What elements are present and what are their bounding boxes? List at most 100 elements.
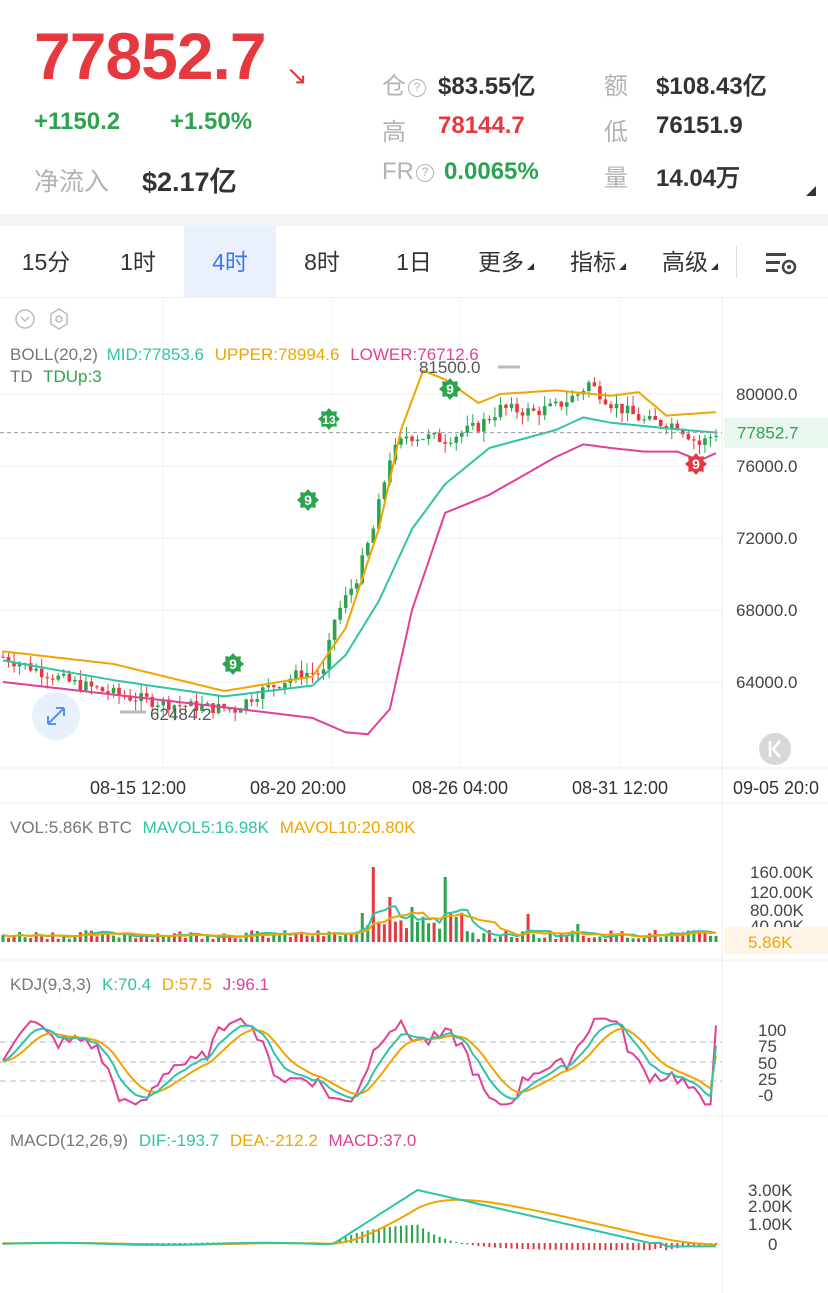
- volume-bar: [449, 912, 453, 942]
- macd-histogram-bar: [554, 1243, 557, 1250]
- candle-body: [432, 432, 436, 435]
- tab-1h[interactable]: 1时: [120, 249, 156, 275]
- help-icon[interactable]: ?: [408, 79, 426, 97]
- volume-bar: [355, 931, 359, 942]
- volume-bar: [465, 931, 469, 942]
- tab-advanced[interactable]: 高级: [644, 226, 736, 298]
- candle-body: [553, 401, 558, 404]
- price-change: +1150.2: [34, 108, 121, 135]
- candle-body: [620, 403, 624, 414]
- macd-histogram-bar: [521, 1243, 524, 1249]
- collapse-icon[interactable]: [15, 309, 35, 329]
- candle-body: [609, 404, 613, 409]
- candle-body: [1, 656, 5, 658]
- volume-bar: [123, 933, 127, 942]
- macd-histogram-bar: [200, 1242, 203, 1244]
- candle-body: [161, 699, 166, 706]
- macd-legend: MACD(12,26,9) DIF:-193.7 DEA:-212.2 MACD…: [10, 1131, 416, 1150]
- macd-histogram-bar: [692, 1243, 695, 1247]
- td-legend: TD TDUp:3: [10, 367, 102, 386]
- caret-icon: [619, 263, 626, 270]
- tab-4h[interactable]: 4时: [184, 226, 276, 298]
- funding-rate-label[interactable]: FR?: [382, 158, 434, 186]
- tab-more[interactable]: 更多: [460, 226, 552, 298]
- candle-body: [50, 678, 55, 680]
- high-marker-label: 81500.0: [419, 358, 480, 377]
- volume-bar: [106, 931, 110, 942]
- candle-body: [194, 701, 199, 711]
- candle-body: [377, 499, 381, 529]
- candle-body: [249, 699, 254, 702]
- zoom-button[interactable]: [32, 692, 80, 740]
- macd-histogram-bar: [449, 1240, 452, 1243]
- macd-histogram-bar: [482, 1243, 485, 1247]
- candle-body: [515, 403, 519, 413]
- tab-1d[interactable]: 1日: [396, 249, 432, 275]
- help-icon[interactable]: ?: [416, 164, 434, 182]
- chart-tool-icons[interactable]: [15, 308, 68, 330]
- candle-body: [95, 686, 99, 688]
- volume-bar: [29, 938, 33, 942]
- settings-hex-icon[interactable]: [50, 308, 68, 330]
- scroll-to-latest-button[interactable]: [759, 733, 791, 765]
- macd-histogram-bar: [604, 1243, 607, 1251]
- volume-bar: [642, 937, 646, 942]
- kdj-tick-label: 75: [758, 1037, 777, 1056]
- candle-body: [354, 583, 359, 589]
- macd-tick-label: 2.00K: [748, 1197, 793, 1216]
- tab-indicators[interactable]: 指标: [552, 226, 644, 298]
- candle-body: [244, 699, 248, 710]
- volume-bar: [167, 936, 171, 942]
- candle-body: [625, 405, 630, 414]
- candle-body: [100, 687, 105, 692]
- volume-bar: [493, 938, 497, 942]
- candle-body: [327, 639, 331, 670]
- macd-histogram-bar: [184, 1243, 187, 1244]
- td-marker-badge: [685, 453, 707, 475]
- candle-body: [459, 432, 464, 437]
- tab-8h[interactable]: 8时: [304, 249, 340, 275]
- td-marker-label: 9: [229, 656, 237, 672]
- volume-bar: [498, 936, 502, 942]
- chart-settings-icon[interactable]: [764, 250, 798, 276]
- volume-bar: [410, 907, 414, 942]
- vol-last-tag-text: 5.86K: [748, 933, 793, 952]
- macd-histogram-bar: [504, 1243, 507, 1249]
- volume-bar: [620, 931, 624, 942]
- volume-bar: [454, 917, 458, 942]
- tab-15m[interactable]: 15分: [21, 249, 71, 275]
- volume-bar: [255, 931, 259, 942]
- macd-histogram-bar: [621, 1243, 624, 1251]
- td-marker-badge: [439, 378, 461, 400]
- macd-histogram-bar: [460, 1243, 463, 1244]
- candle-body: [675, 423, 680, 430]
- net-inflow-label: 净流入: [34, 168, 110, 196]
- boll-mid-line: [2, 416, 717, 698]
- volume-bar: [377, 921, 381, 942]
- candle-body: [603, 399, 608, 405]
- candle-body: [504, 404, 508, 408]
- volume-bar: [73, 935, 77, 942]
- macd-histogram-bar: [405, 1225, 408, 1243]
- volume-bar: [559, 933, 563, 942]
- volume-bar: [239, 938, 243, 942]
- volume-bar: [432, 922, 436, 942]
- volume-bar: [272, 934, 276, 942]
- macd-histogram-bar: [532, 1243, 535, 1250]
- macd-histogram-bar: [560, 1243, 563, 1250]
- candle-body: [686, 434, 691, 440]
- candle-body: [714, 435, 718, 438]
- expand-icon[interactable]: [806, 186, 816, 196]
- macd-histogram-bar: [527, 1243, 530, 1250]
- volume-bar: [178, 931, 182, 942]
- open-interest-label[interactable]: 仓?: [382, 66, 426, 101]
- volume-bar: [23, 937, 27, 942]
- candle-body: [642, 419, 646, 421]
- skip-back-icon: [768, 740, 781, 758]
- kdj-j-line: [2, 1017, 717, 1106]
- candle-body: [73, 680, 77, 682]
- kline-chart[interactable]: BOLL(20,2) MID:77853.6 UPPER:78994.6 LOW…: [0, 298, 828, 1293]
- td-marker-badge: [222, 653, 244, 675]
- volume-bar: [708, 935, 712, 942]
